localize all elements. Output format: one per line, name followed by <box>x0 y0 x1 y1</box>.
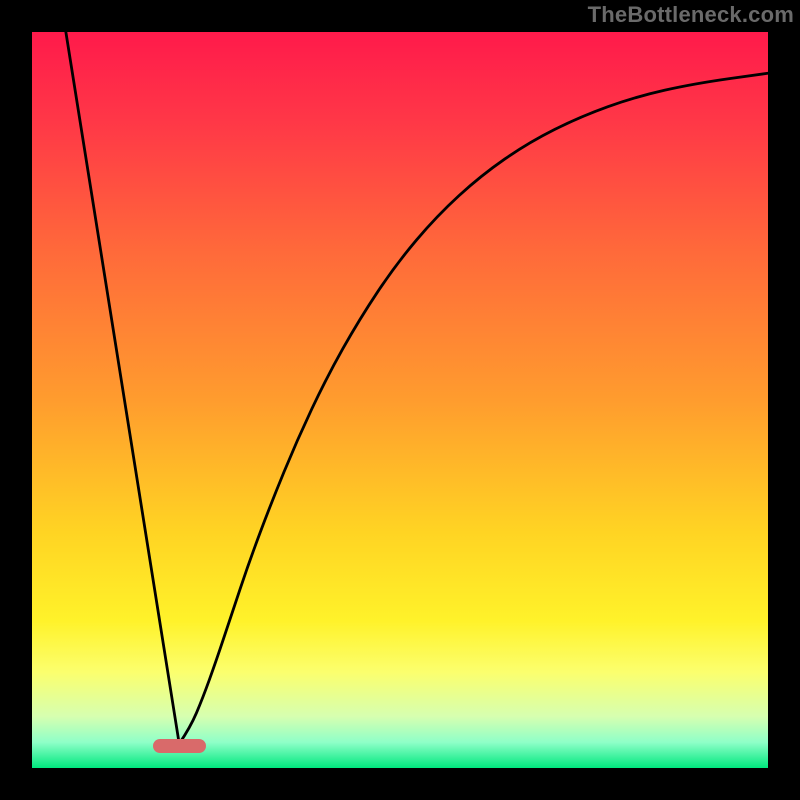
chart-container: TheBottleneck.com <box>0 0 800 800</box>
watermark-text: TheBottleneck.com <box>588 2 794 28</box>
left-line <box>66 32 179 744</box>
plot-area <box>32 32 768 768</box>
curve-layer <box>32 32 768 768</box>
vertex-marker <box>153 739 206 754</box>
right-curve <box>179 73 768 743</box>
